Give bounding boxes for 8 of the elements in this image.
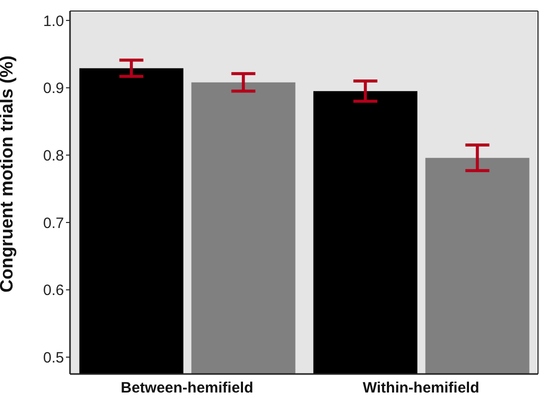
y-tick-label: 0.7 — [43, 214, 64, 232]
y-tick-label: 0.9 — [43, 80, 64, 98]
x-tick-label: Within-hemifield — [362, 380, 480, 397]
y-tick-label: 0.8 — [43, 147, 64, 164]
y-tick-label: 0.5 — [43, 349, 64, 366]
x-tick-label: Between-hemifield — [120, 380, 254, 397]
y-tick-label: 1.0 — [43, 12, 64, 30]
y-tick-label: 0.6 — [43, 282, 64, 300]
